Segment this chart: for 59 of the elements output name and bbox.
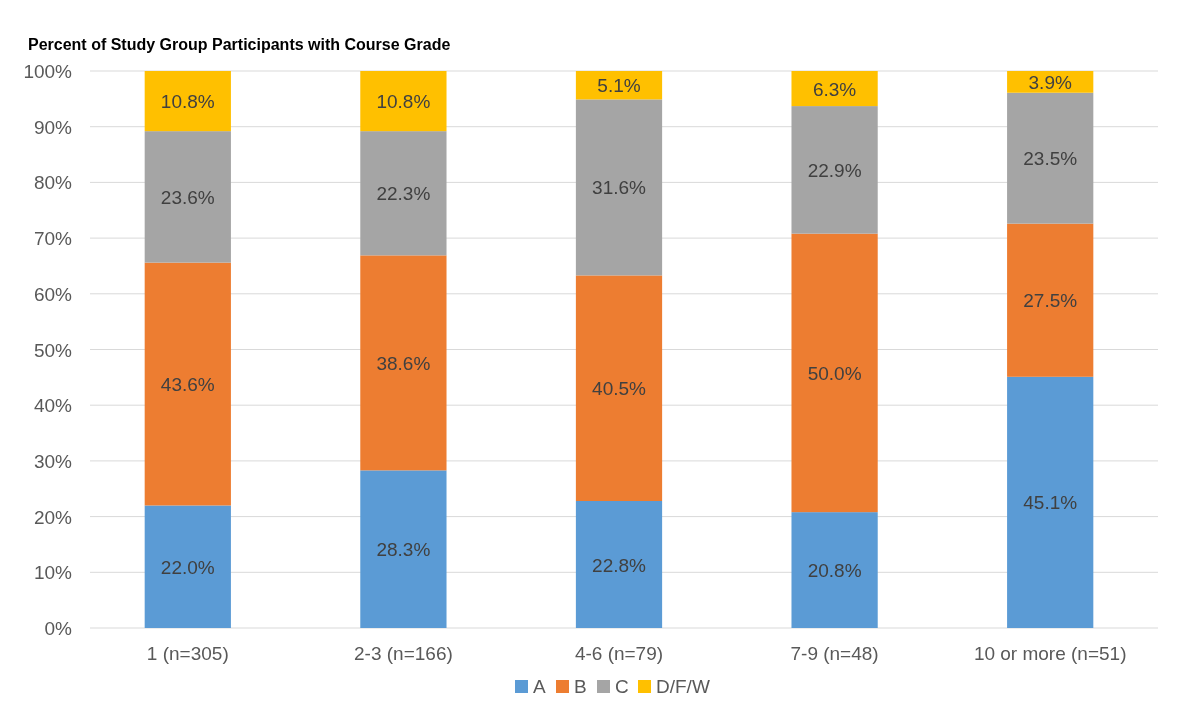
- bar: [360, 71, 447, 132]
- x-tick-label: 7-9 (n=48): [790, 643, 879, 664]
- bar: [575, 275, 663, 501]
- data-label: 10.8%: [160, 91, 215, 113]
- data-label: 5.1%: [597, 75, 641, 97]
- data-label: 23.5%: [1023, 148, 1078, 170]
- data-label: 10.8%: [376, 91, 431, 113]
- bar: [144, 131, 231, 263]
- y-tick-label: 0%: [44, 618, 73, 639]
- data-label: 22.3%: [376, 183, 431, 205]
- bar: [1007, 92, 1094, 224]
- bar: [144, 71, 231, 132]
- y-tick-label: 70%: [33, 228, 73, 250]
- bar: [791, 106, 878, 234]
- x-tick-label: 10 or more (n=51): [973, 643, 1127, 664]
- y-tick-label: 20%: [33, 506, 73, 528]
- bar: [575, 99, 663, 276]
- bar: [791, 512, 878, 628]
- y-tick-label: 80%: [33, 172, 73, 194]
- data-label: 22.9%: [807, 159, 862, 181]
- bar: [791, 233, 878, 513]
- y-tick-label: 40%: [33, 395, 73, 417]
- y-tick-label: 30%: [33, 450, 73, 472]
- bar: [575, 501, 663, 628]
- bar: [144, 505, 231, 628]
- data-label: 31.6%: [592, 177, 647, 199]
- bar: [791, 71, 878, 107]
- data-label: 38.6%: [376, 352, 431, 374]
- data-label: 20.8%: [807, 560, 862, 582]
- legend-label: D/F/W: [656, 676, 710, 697]
- y-tick-label: 90%: [33, 116, 73, 138]
- data-label: 50.0%: [807, 362, 862, 384]
- data-label: 40.5%: [592, 378, 647, 400]
- y-tick-label: 10%: [33, 562, 73, 584]
- y-tick-label: 100%: [23, 61, 73, 82]
- chart-title: Percent of Study Group Participants with Course Grade: [28, 36, 451, 53]
- legend-label: B: [574, 676, 587, 697]
- bar: [144, 262, 231, 506]
- data-label: 27.5%: [1023, 290, 1078, 312]
- y-tick-label: 60%: [33, 283, 73, 305]
- bar: [360, 255, 447, 471]
- legend-label: A: [533, 676, 546, 697]
- bar: [1007, 223, 1094, 377]
- data-label: 28.3%: [376, 539, 431, 561]
- legend-label: C: [615, 676, 629, 697]
- data-label: 23.6%: [160, 186, 215, 208]
- data-label: 22.8%: [592, 554, 647, 576]
- bar: [1007, 376, 1094, 628]
- data-label: 43.6%: [160, 374, 215, 396]
- y-tick-label: 50%: [33, 339, 73, 361]
- x-tick-label: 2-3 (n=166): [354, 643, 453, 664]
- data-label: 3.9%: [1028, 71, 1072, 93]
- bar: [360, 470, 447, 628]
- bar: [360, 131, 447, 256]
- data-label: 22.0%: [160, 556, 215, 578]
- x-tick-label: 4-6 (n=79): [574, 643, 664, 664]
- x-tick-label: 1 (n=305): [146, 643, 229, 664]
- data-label: 45.1%: [1023, 492, 1078, 514]
- data-label: 6.3%: [812, 78, 857, 100]
